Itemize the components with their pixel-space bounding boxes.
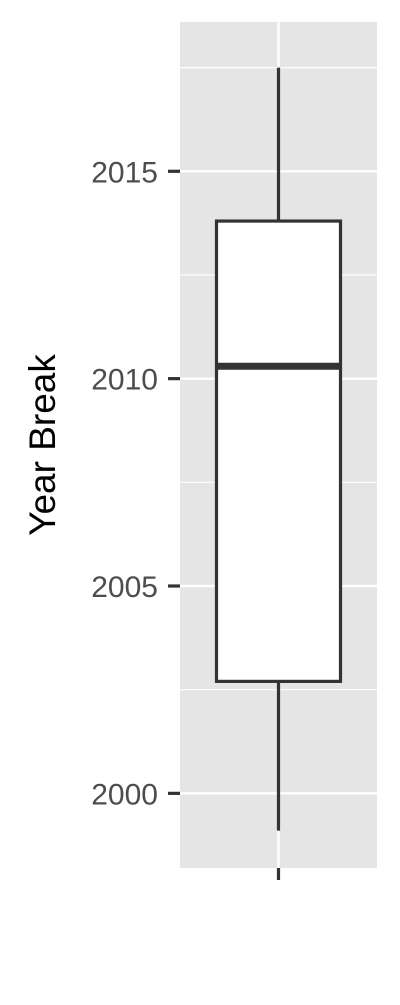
y-axis-title: Year Break	[22, 354, 63, 536]
y-tick-label: 2000	[91, 778, 158, 811]
y-tick-label: 2010	[91, 364, 158, 397]
box-iqr	[214, 219, 343, 683]
y-tick-label: 2005	[91, 571, 158, 604]
y-axis: 2000 2005 2010 2015	[91, 156, 281, 880]
marks-layer	[214, 67, 343, 831]
y-tick-label: 2015	[91, 156, 158, 189]
